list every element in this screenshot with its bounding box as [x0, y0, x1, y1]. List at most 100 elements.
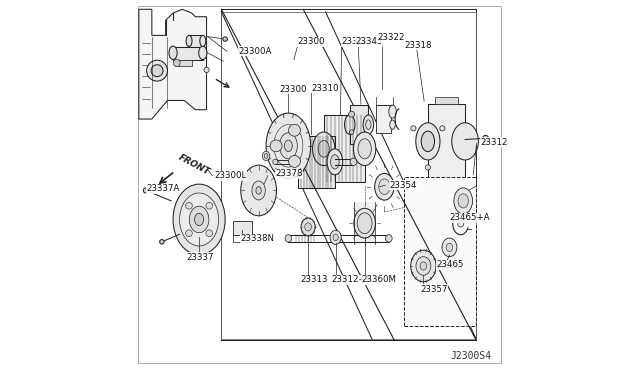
Text: FRONT: FRONT: [177, 153, 211, 177]
Text: 23313: 23313: [301, 275, 328, 284]
Ellipse shape: [420, 262, 427, 270]
Ellipse shape: [256, 187, 261, 194]
Circle shape: [483, 135, 488, 141]
Circle shape: [289, 124, 300, 136]
Text: 23322: 23322: [378, 33, 405, 42]
Circle shape: [440, 126, 445, 131]
Ellipse shape: [305, 223, 312, 231]
Polygon shape: [354, 202, 376, 244]
Circle shape: [425, 165, 431, 170]
Ellipse shape: [285, 235, 292, 242]
Ellipse shape: [344, 115, 355, 134]
Circle shape: [204, 67, 209, 73]
Ellipse shape: [186, 35, 192, 46]
Ellipse shape: [290, 149, 305, 175]
Ellipse shape: [365, 120, 371, 129]
Circle shape: [270, 140, 282, 152]
Ellipse shape: [173, 59, 180, 67]
Ellipse shape: [312, 132, 335, 166]
Ellipse shape: [374, 173, 394, 200]
Bar: [232, 221, 252, 235]
Circle shape: [411, 126, 416, 131]
Text: 23310: 23310: [312, 84, 339, 93]
Ellipse shape: [266, 113, 310, 179]
Ellipse shape: [169, 46, 177, 60]
Circle shape: [206, 230, 212, 237]
Circle shape: [206, 202, 212, 209]
Text: 23302: 23302: [342, 37, 369, 46]
Ellipse shape: [294, 155, 301, 168]
Ellipse shape: [195, 213, 204, 226]
Text: 23357: 23357: [420, 285, 448, 294]
Ellipse shape: [353, 132, 376, 166]
Ellipse shape: [357, 213, 372, 234]
Ellipse shape: [389, 105, 396, 118]
Text: 23343: 23343: [355, 37, 383, 46]
Polygon shape: [177, 60, 191, 66]
Ellipse shape: [301, 218, 315, 236]
Polygon shape: [139, 9, 207, 119]
Polygon shape: [324, 115, 365, 182]
Text: 23338N: 23338N: [240, 234, 274, 243]
Ellipse shape: [280, 133, 298, 159]
Text: 23354: 23354: [390, 181, 417, 190]
Text: 23465: 23465: [436, 260, 463, 269]
Ellipse shape: [411, 250, 436, 282]
Text: 23300L: 23300L: [214, 171, 246, 180]
Text: 23312+A: 23312+A: [331, 275, 372, 284]
Circle shape: [349, 111, 355, 117]
Ellipse shape: [363, 115, 374, 134]
Ellipse shape: [330, 230, 341, 244]
Text: 23312: 23312: [481, 138, 508, 147]
Ellipse shape: [262, 151, 270, 161]
Ellipse shape: [173, 184, 225, 255]
Text: 23337A: 23337A: [147, 185, 180, 193]
Ellipse shape: [421, 131, 435, 152]
Circle shape: [151, 65, 163, 77]
Circle shape: [223, 37, 227, 41]
Ellipse shape: [252, 181, 266, 200]
Text: 23360M: 23360M: [362, 275, 397, 284]
Ellipse shape: [354, 208, 376, 238]
Ellipse shape: [452, 123, 478, 160]
Ellipse shape: [416, 123, 440, 160]
Ellipse shape: [350, 158, 357, 166]
Ellipse shape: [333, 234, 338, 241]
Polygon shape: [428, 104, 465, 179]
Ellipse shape: [446, 243, 453, 251]
Circle shape: [143, 188, 148, 193]
Text: 23337: 23337: [186, 253, 214, 262]
Text: 23300A: 23300A: [238, 47, 271, 56]
Ellipse shape: [385, 235, 392, 242]
Ellipse shape: [442, 238, 457, 257]
Polygon shape: [173, 46, 203, 60]
Ellipse shape: [180, 193, 219, 246]
Text: 23378: 23378: [275, 169, 303, 178]
Ellipse shape: [200, 35, 206, 46]
Ellipse shape: [264, 153, 268, 158]
Polygon shape: [189, 35, 203, 46]
Polygon shape: [349, 105, 369, 144]
Text: 23465+A: 23465+A: [449, 213, 490, 222]
Circle shape: [289, 155, 300, 167]
Ellipse shape: [284, 140, 292, 151]
Polygon shape: [435, 97, 458, 104]
Ellipse shape: [327, 149, 342, 175]
Ellipse shape: [318, 141, 330, 157]
Ellipse shape: [241, 165, 276, 216]
Ellipse shape: [331, 155, 339, 169]
Polygon shape: [298, 136, 335, 188]
Text: J2300S4: J2300S4: [450, 351, 491, 361]
Ellipse shape: [416, 257, 431, 275]
Ellipse shape: [189, 206, 209, 233]
Text: 23318: 23318: [405, 41, 432, 50]
Ellipse shape: [199, 46, 207, 60]
Ellipse shape: [358, 139, 371, 159]
Text: 23300: 23300: [279, 85, 307, 94]
Ellipse shape: [273, 159, 278, 164]
Bar: [376, 105, 390, 133]
Circle shape: [147, 60, 168, 81]
Ellipse shape: [454, 188, 472, 214]
Circle shape: [159, 240, 164, 244]
Ellipse shape: [379, 179, 390, 195]
